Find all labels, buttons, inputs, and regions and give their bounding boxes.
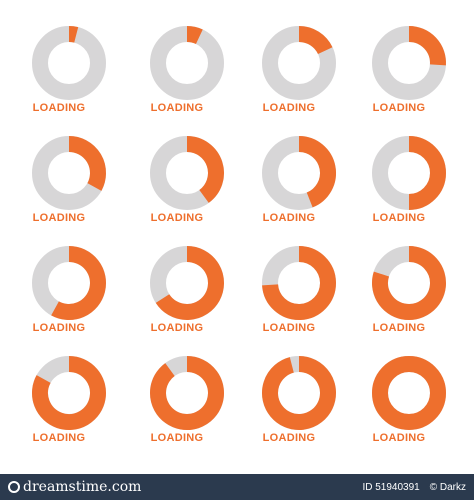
loading-indicator: LOADING [0,21,118,131]
progress-ring-icon [262,136,336,210]
loading-indicator: LOADING [0,131,118,241]
progress-ring-fill [186,26,203,45]
progress-ring-fill [372,246,446,320]
loading-label: LOADING [150,322,204,334]
loading-indicator: LOADING [340,21,458,131]
loading-label: LOADING [372,322,426,334]
loading-label: LOADING [32,432,86,444]
loading-label: LOADING [262,102,316,114]
progress-ring-icon [32,26,106,100]
progress-ring-icon [262,26,336,100]
loading-indicator: LOADING [118,21,236,131]
progress-ring-track [32,26,106,100]
progress-ring-icon [372,26,446,100]
progress-ring-fill [155,246,224,320]
progress-ring-icon [372,356,446,430]
progress-ring-icon [150,26,224,100]
loading-label: LOADING [32,212,86,224]
loading-indicator: LOADING [118,351,236,461]
loading-label: LOADING [150,212,204,224]
progress-ring-fill [186,136,224,203]
progress-ring-fill [68,136,106,191]
progress-ring-fill [32,356,106,430]
loading-label: LOADING [372,432,426,444]
progress-ring-icon [32,356,106,430]
loading-indicator: LOADING [118,241,236,351]
progress-ring-icon [262,356,336,430]
loading-label: LOADING [262,322,316,334]
progress-ring-icon [32,246,106,320]
progress-ring-fill [150,356,224,430]
author-credit: © Darkz [429,481,466,493]
progress-ring-fill [262,246,336,320]
brand-logo-icon [8,481,20,493]
progress-ring-icon [150,356,224,430]
loading-indicator: LOADING [230,351,348,461]
progress-ring-fill [372,356,446,430]
progress-ring-icon [372,246,446,320]
progress-ring-track [150,26,224,100]
loading-label: LOADING [150,432,204,444]
progress-ring-fill [408,26,446,66]
brand-logo: dreamstime.com [8,479,141,495]
progress-ring-fill [51,246,106,320]
loading-label: LOADING [32,322,86,334]
brand-name: dreamstime.com [23,479,142,495]
watermark-footer-bar: dreamstime.com ID 51940391 © Darkz [0,474,474,500]
loading-indicator: LOADING [0,241,118,351]
loading-label: LOADING [262,212,316,224]
loading-indicator: LOADING [340,351,458,461]
progress-ring-icon [150,136,224,210]
loading-indicator: LOADING [230,131,348,241]
loading-indicator: LOADING [230,21,348,131]
loading-label: LOADING [32,102,86,114]
progress-ring-fill [298,26,333,55]
progress-ring-fill [298,136,336,208]
loading-indicator: LOADING [230,241,348,351]
credit-info: ID 51940391 © Darkz [362,482,466,493]
progress-ring-fill [262,356,336,430]
loading-label: LOADING [372,212,426,224]
progress-ring-icon [150,246,224,320]
progress-ring-icon [372,136,446,210]
loading-label: LOADING [150,102,204,114]
loading-label: LOADING [372,102,426,114]
progress-ring-icon [32,136,106,210]
loading-label: LOADING [262,432,316,444]
loading-indicator: LOADING [340,131,458,241]
loading-indicator: LOADING [118,131,236,241]
loading-indicator: LOADING [340,241,458,351]
image-id: ID 51940391 [362,481,420,493]
progress-ring-fill [68,26,79,43]
loading-indicator: LOADING [0,351,118,461]
progress-ring-icon [262,246,336,320]
progress-ring-fill [408,136,446,210]
